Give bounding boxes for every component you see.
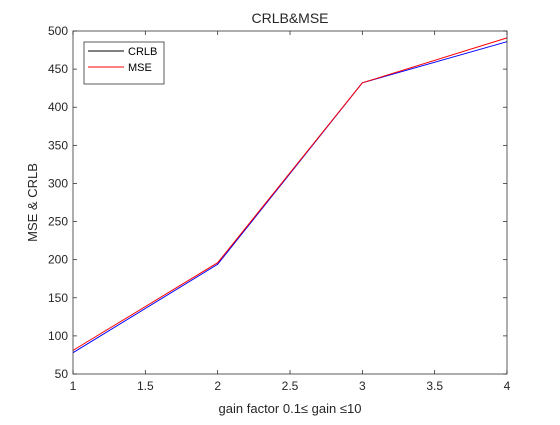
y-tick-label: 100 [48,329,68,343]
legend: CRLB MSE [83,41,165,85]
x-tick-label: 4 [504,379,511,393]
chart-title: CRLB&MSE [251,10,328,26]
y-tick-label: 350 [48,138,68,152]
x-tick-label: 3.5 [426,379,443,393]
y-tick-label: 150 [48,291,68,305]
y-tick-label: 50 [55,367,69,381]
x-tick-label: 1.5 [137,379,154,393]
x-tick-label: 3 [359,379,366,393]
x-tick-label: 2.5 [282,379,299,393]
series-layer [72,37,508,354]
y-tick-label: 450 [48,62,68,76]
y-tick-label: 500 [48,24,68,38]
legend-label-crlb: CRLB [128,46,157,58]
y-tick-label: 300 [48,176,68,190]
x-tick-label: 1 [70,379,77,393]
y-tick-label: 250 [48,215,68,229]
y-tick-label: 400 [48,100,68,114]
y-axis-label: MSE & CRLB [25,163,40,242]
x-tick-label: 2 [214,379,221,393]
legend-box [83,41,165,85]
plot-area [73,31,507,374]
y-tick-label: 200 [48,253,68,267]
legend-label-mse: MSE [128,62,152,74]
x-axis-label: gain factor 0.1≤ gain ≤10 [219,401,362,416]
series-line-mse [72,37,508,351]
axes-layer: 1 1.5 2 2.5 3 3.5 4501001502002503003504004505… [48,24,511,393]
